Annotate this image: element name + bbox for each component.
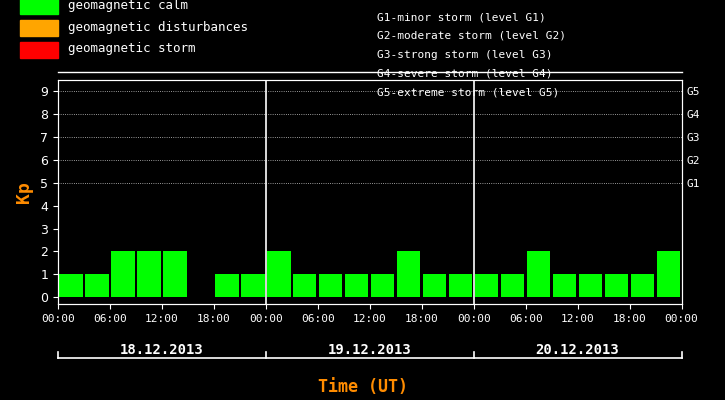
Text: Time (UT): Time (UT): [318, 378, 407, 396]
Text: G3-strong storm (level G3): G3-strong storm (level G3): [377, 50, 552, 60]
Bar: [319, 274, 342, 297]
Bar: [631, 274, 654, 297]
Text: 19.12.2013: 19.12.2013: [328, 343, 412, 357]
Bar: [59, 274, 83, 297]
Bar: [241, 274, 265, 297]
Bar: [20, 0, 58, 14]
Text: geomagnetic storm: geomagnetic storm: [68, 42, 196, 56]
Bar: [657, 252, 680, 297]
Bar: [293, 274, 317, 297]
Text: G4-severe storm (level G4): G4-severe storm (level G4): [377, 68, 552, 78]
Text: 20.12.2013: 20.12.2013: [536, 343, 619, 357]
Bar: [215, 274, 239, 297]
Bar: [579, 274, 602, 297]
Bar: [501, 274, 524, 297]
Bar: [111, 252, 135, 297]
Bar: [449, 274, 473, 297]
Bar: [20, 20, 58, 36]
Bar: [86, 274, 109, 297]
Bar: [423, 274, 447, 297]
Text: geomagnetic disturbances: geomagnetic disturbances: [68, 21, 248, 34]
Text: G5-extreme storm (level G5): G5-extreme storm (level G5): [377, 87, 559, 97]
Bar: [371, 274, 394, 297]
Text: 18.12.2013: 18.12.2013: [120, 343, 204, 357]
Bar: [605, 274, 629, 297]
Bar: [553, 274, 576, 297]
Bar: [527, 252, 550, 297]
Bar: [475, 274, 498, 297]
Bar: [163, 252, 186, 297]
Text: G1-minor storm (level G1): G1-minor storm (level G1): [377, 12, 546, 22]
Bar: [397, 252, 420, 297]
Y-axis label: Kp: Kp: [15, 181, 33, 203]
Text: G2-moderate storm (level G2): G2-moderate storm (level G2): [377, 31, 566, 41]
Bar: [345, 274, 368, 297]
Bar: [267, 252, 291, 297]
Text: geomagnetic calm: geomagnetic calm: [68, 0, 188, 12]
Bar: [137, 252, 161, 297]
Bar: [20, 42, 58, 58]
